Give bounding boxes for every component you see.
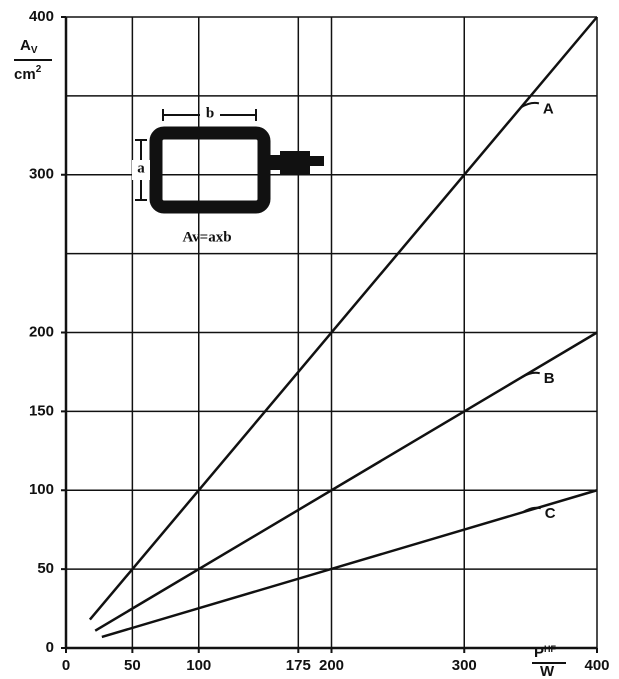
x-tick-label: 300 <box>452 657 477 674</box>
chart: CBA400300200150100500400300200175100500 … <box>0 0 619 679</box>
x-tick-label: 175 <box>286 657 311 674</box>
dimension-label: a <box>137 160 145 176</box>
y-tick-label: 100 <box>29 481 54 498</box>
waveguide-cross-section <box>156 133 264 207</box>
x-tick-label: 100 <box>186 657 211 674</box>
x-tick-label: 0 <box>62 657 70 674</box>
series-label: A <box>543 100 554 117</box>
x-label-unit: W <box>540 663 555 679</box>
x-tick-label: 200 <box>319 657 344 674</box>
series-line <box>102 490 597 637</box>
x-tick-label: 400 <box>584 657 609 674</box>
y-tick-label: 50 <box>37 560 54 577</box>
y-tick-label: 200 <box>29 323 54 340</box>
y-axis-label: AV cm2 <box>14 37 52 83</box>
y-tick-label: 300 <box>29 166 54 183</box>
dimension-label: b <box>206 105 214 121</box>
y-tick-label: 150 <box>29 402 54 419</box>
waveguide-flange <box>270 151 324 174</box>
y-tick-label: 400 <box>29 8 54 25</box>
series-line <box>90 17 597 620</box>
series-label: B <box>544 370 555 387</box>
series-label: C <box>545 505 556 522</box>
y-label-unit: cm2 <box>14 64 42 83</box>
x-tick-label: 50 <box>124 657 141 674</box>
y-label: AV <box>20 37 38 56</box>
series-line <box>95 333 597 631</box>
y-tick-label: 0 <box>46 639 54 656</box>
x-label: PHF <box>534 644 557 661</box>
inset-formula: Av=axb <box>182 229 231 245</box>
